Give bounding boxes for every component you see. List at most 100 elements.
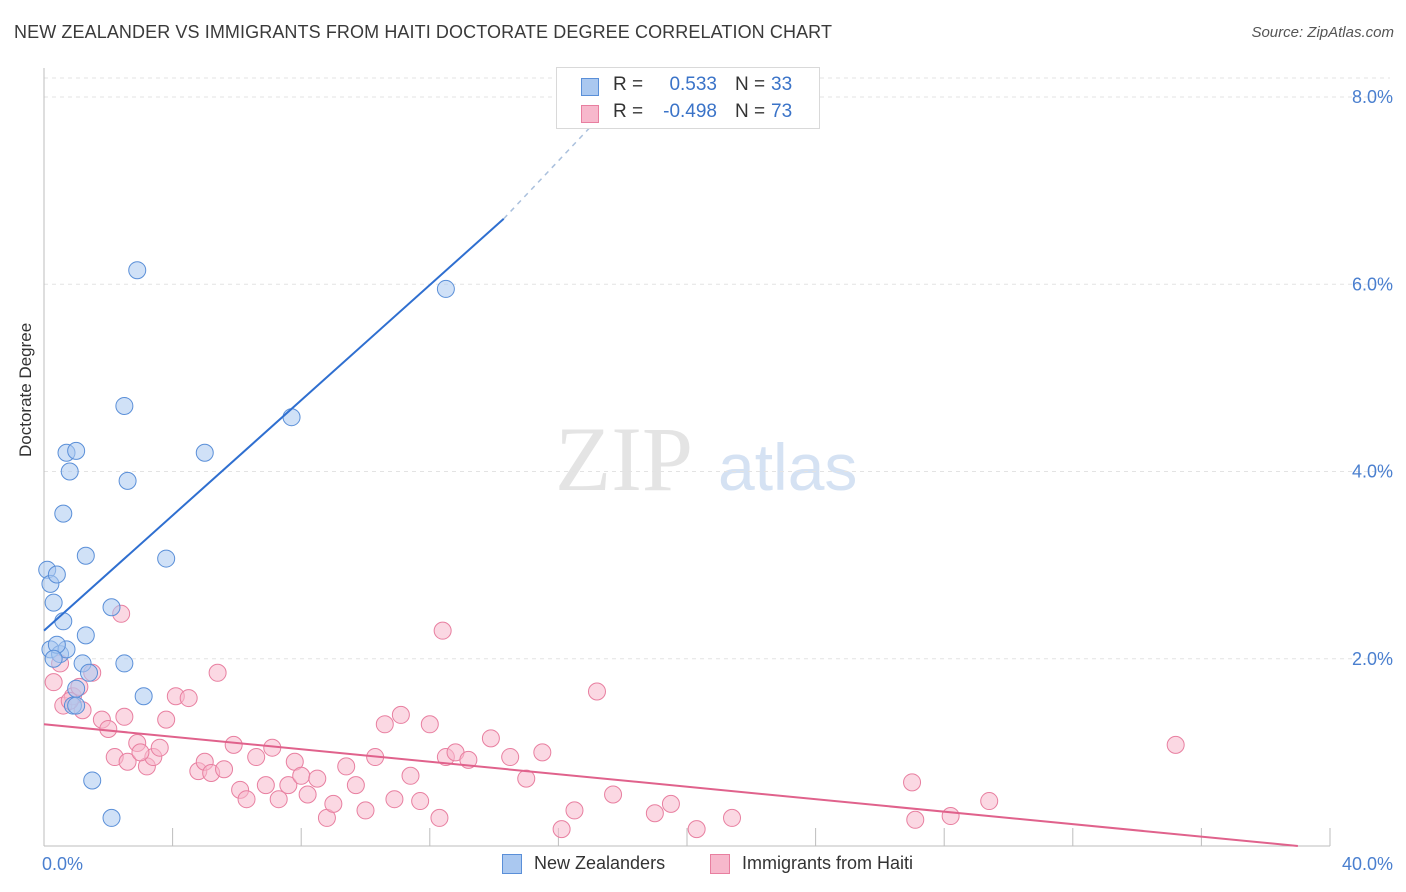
- haiti-point: [391, 705, 410, 724]
- new-zealander-point: [282, 408, 301, 427]
- y-tick-label: 6.0%: [1352, 274, 1393, 294]
- haiti-point: [179, 689, 198, 708]
- haiti-point: [375, 715, 394, 734]
- new-zealander-point: [115, 654, 134, 673]
- haiti-point: [661, 794, 680, 813]
- haiti-point: [256, 776, 275, 795]
- new-zealander-point: [67, 679, 86, 698]
- series-legend: New Zealanders Immigrants from Haiti: [0, 852, 1406, 878]
- haiti-point: [401, 766, 420, 785]
- trend-lines: [43, 105, 1298, 847]
- haiti-point: [150, 738, 169, 757]
- chart-title: NEW ZEALANDER VS IMMIGRANTS FROM HAITI D…: [14, 22, 833, 42]
- legend-row-new-zealanders: R = 0.533 N = 33: [557, 74, 819, 100]
- haiti-trend-line: [43, 723, 1298, 847]
- legend-r-label: R =: [613, 74, 644, 95]
- new-zealander-point: [54, 504, 73, 523]
- new-zealander-point: [67, 696, 86, 715]
- legend-n-label: N =: [735, 74, 766, 95]
- haiti-point: [247, 748, 266, 767]
- haiti-point: [420, 715, 439, 734]
- new-zealander-point: [44, 593, 63, 612]
- haiti-point: [298, 785, 317, 804]
- haiti-point: [565, 801, 584, 820]
- haiti-point: [208, 663, 227, 682]
- legend-swatch-pink: [581, 105, 599, 123]
- legend-r-value: 0.533: [669, 74, 717, 95]
- new-zealander-point: [102, 808, 121, 827]
- haiti-point: [324, 794, 343, 813]
- new-zealander-point: [115, 396, 134, 415]
- haiti-point: [269, 790, 288, 809]
- legend-n-value: 33: [771, 74, 793, 95]
- legend-row-haiti: R = -0.498 N = 73: [557, 101, 819, 127]
- correlation-legend: R = 0.533 N = 33 R = -0.498 N = 73: [556, 67, 820, 129]
- new-zealander-point: [118, 471, 137, 490]
- haiti-point: [587, 682, 606, 701]
- tick-labels: 2.0% 4.0% 6.0% 8.0% 0.0% 40.0%: [42, 87, 1393, 874]
- haiti-point: [157, 710, 176, 729]
- new-zealander-point: [195, 443, 214, 462]
- haiti-point: [346, 776, 365, 795]
- watermark-atlas: atlas: [718, 430, 857, 504]
- haiti-point: [44, 673, 63, 692]
- haiti-point: [115, 707, 134, 726]
- haiti-point: [980, 792, 999, 811]
- new-zealander-point: [436, 279, 455, 298]
- haiti-point: [517, 769, 536, 788]
- new-zealander-point: [80, 663, 99, 682]
- legend-n-label: N =: [735, 101, 766, 122]
- haiti-point: [131, 743, 150, 762]
- new-zealander-point: [157, 549, 176, 568]
- y-tick-label: 8.0%: [1352, 87, 1393, 107]
- watermark-zip: ZIP: [555, 408, 693, 510]
- haiti-point: [552, 820, 571, 839]
- legend-swatch-blue: [581, 78, 599, 96]
- haiti-point: [687, 820, 706, 839]
- haiti-point: [292, 766, 311, 785]
- haiti-point: [279, 776, 298, 795]
- grid-lines: [44, 77, 1390, 660]
- new-zealander-point: [83, 771, 102, 790]
- new-zealander-point: [47, 565, 66, 584]
- haiti-point: [1166, 735, 1185, 754]
- legend-swatch-pink: [710, 854, 730, 874]
- new-zealander-trend-line: [43, 217, 505, 632]
- y-tick-label: 2.0%: [1352, 649, 1393, 669]
- haiti-point: [118, 752, 137, 771]
- axes: [43, 68, 1331, 847]
- new-zealander-point: [134, 687, 153, 706]
- haiti-point: [433, 621, 452, 640]
- new-zealander-points: [38, 261, 455, 827]
- haiti-point: [645, 804, 664, 823]
- haiti-point: [430, 808, 449, 827]
- x-tick-label: 40.0%: [1342, 854, 1393, 874]
- haiti-point: [411, 792, 430, 811]
- new-zealander-point: [102, 598, 121, 617]
- haiti-point: [533, 743, 552, 762]
- legend-r-value: -0.498: [663, 101, 717, 122]
- haiti-point: [906, 810, 925, 829]
- haiti-point: [224, 735, 243, 754]
- haiti-points: [44, 604, 1185, 839]
- haiti-point: [385, 790, 404, 809]
- watermark: ZIP atlas: [555, 408, 857, 510]
- haiti-point: [308, 769, 327, 788]
- y-tick-label: 4.0%: [1352, 462, 1393, 482]
- new-zealander-point: [128, 261, 147, 280]
- haiti-point: [215, 760, 234, 779]
- legend-label: Immigrants from Haiti: [742, 853, 914, 873]
- haiti-point: [941, 807, 960, 826]
- new-zealander-point: [54, 612, 73, 631]
- legend-label: New Zealanders: [534, 853, 666, 873]
- haiti-point: [604, 785, 623, 804]
- haiti-point: [337, 757, 356, 776]
- legend-n-value: 73: [771, 101, 793, 122]
- source-credit: Source: ZipAtlas.com: [1251, 24, 1394, 41]
- x-tick-label: 0.0%: [42, 854, 83, 874]
- haiti-point: [237, 790, 256, 809]
- new-zealander-point: [67, 441, 86, 460]
- haiti-point: [356, 801, 375, 820]
- haiti-point: [903, 773, 922, 792]
